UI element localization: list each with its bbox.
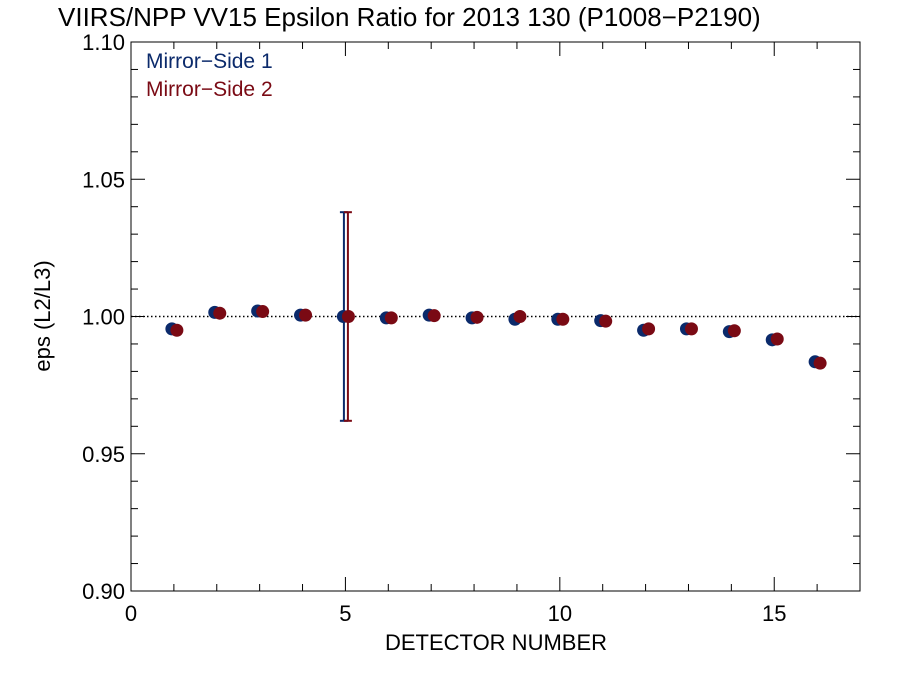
chart-title: VIIRS/NPP VV15 Epsilon Ratio for 2013 13… — [58, 2, 761, 32]
data-point-series-2 — [556, 312, 570, 326]
data-point-series-2 — [299, 308, 313, 322]
data-point-series-2 — [427, 309, 441, 323]
data-point-series-2 — [727, 324, 741, 338]
y-tick-label: 1.00 — [82, 305, 125, 330]
data-point-series-2 — [599, 314, 613, 328]
y-tick-label: 0.95 — [82, 442, 125, 467]
legend-entry-mirror-side-1: Mirror−Side 1 — [146, 50, 273, 73]
data-point-series-2 — [170, 323, 184, 337]
data-point-series-2 — [642, 322, 656, 336]
x-tick-label: 10 — [548, 601, 572, 626]
x-tick-label: 5 — [339, 601, 351, 626]
data-point-series-2 — [684, 322, 698, 336]
axis-ticks: 0 5 10 15 0.90 0.95 1.00 1.05 1.10 — [82, 30, 860, 626]
data-points — [165, 304, 827, 370]
data-point-series-2 — [341, 310, 355, 323]
legend-entry-mirror-side-2: Mirror−Side 2 — [146, 78, 273, 101]
data-point-series-2 — [213, 306, 227, 320]
data-point-series-2 — [384, 311, 398, 325]
x-tick-label: 15 — [762, 601, 786, 626]
x-axis-title: DETECTOR NUMBER — [385, 630, 607, 655]
x-tick-label: 0 — [125, 601, 137, 626]
y-tick-label: 1.10 — [82, 30, 125, 55]
data-point-series-2 — [770, 332, 784, 346]
y-axis-title: eps (L2/L3) — [30, 260, 55, 371]
data-point-series-2 — [813, 356, 827, 370]
data-point-series-2 — [470, 310, 484, 324]
y-tick-label: 1.05 — [82, 167, 125, 192]
data-point-series-2 — [513, 310, 527, 323]
data-point-series-2 — [256, 305, 270, 319]
y-tick-label: 0.90 — [82, 579, 125, 604]
